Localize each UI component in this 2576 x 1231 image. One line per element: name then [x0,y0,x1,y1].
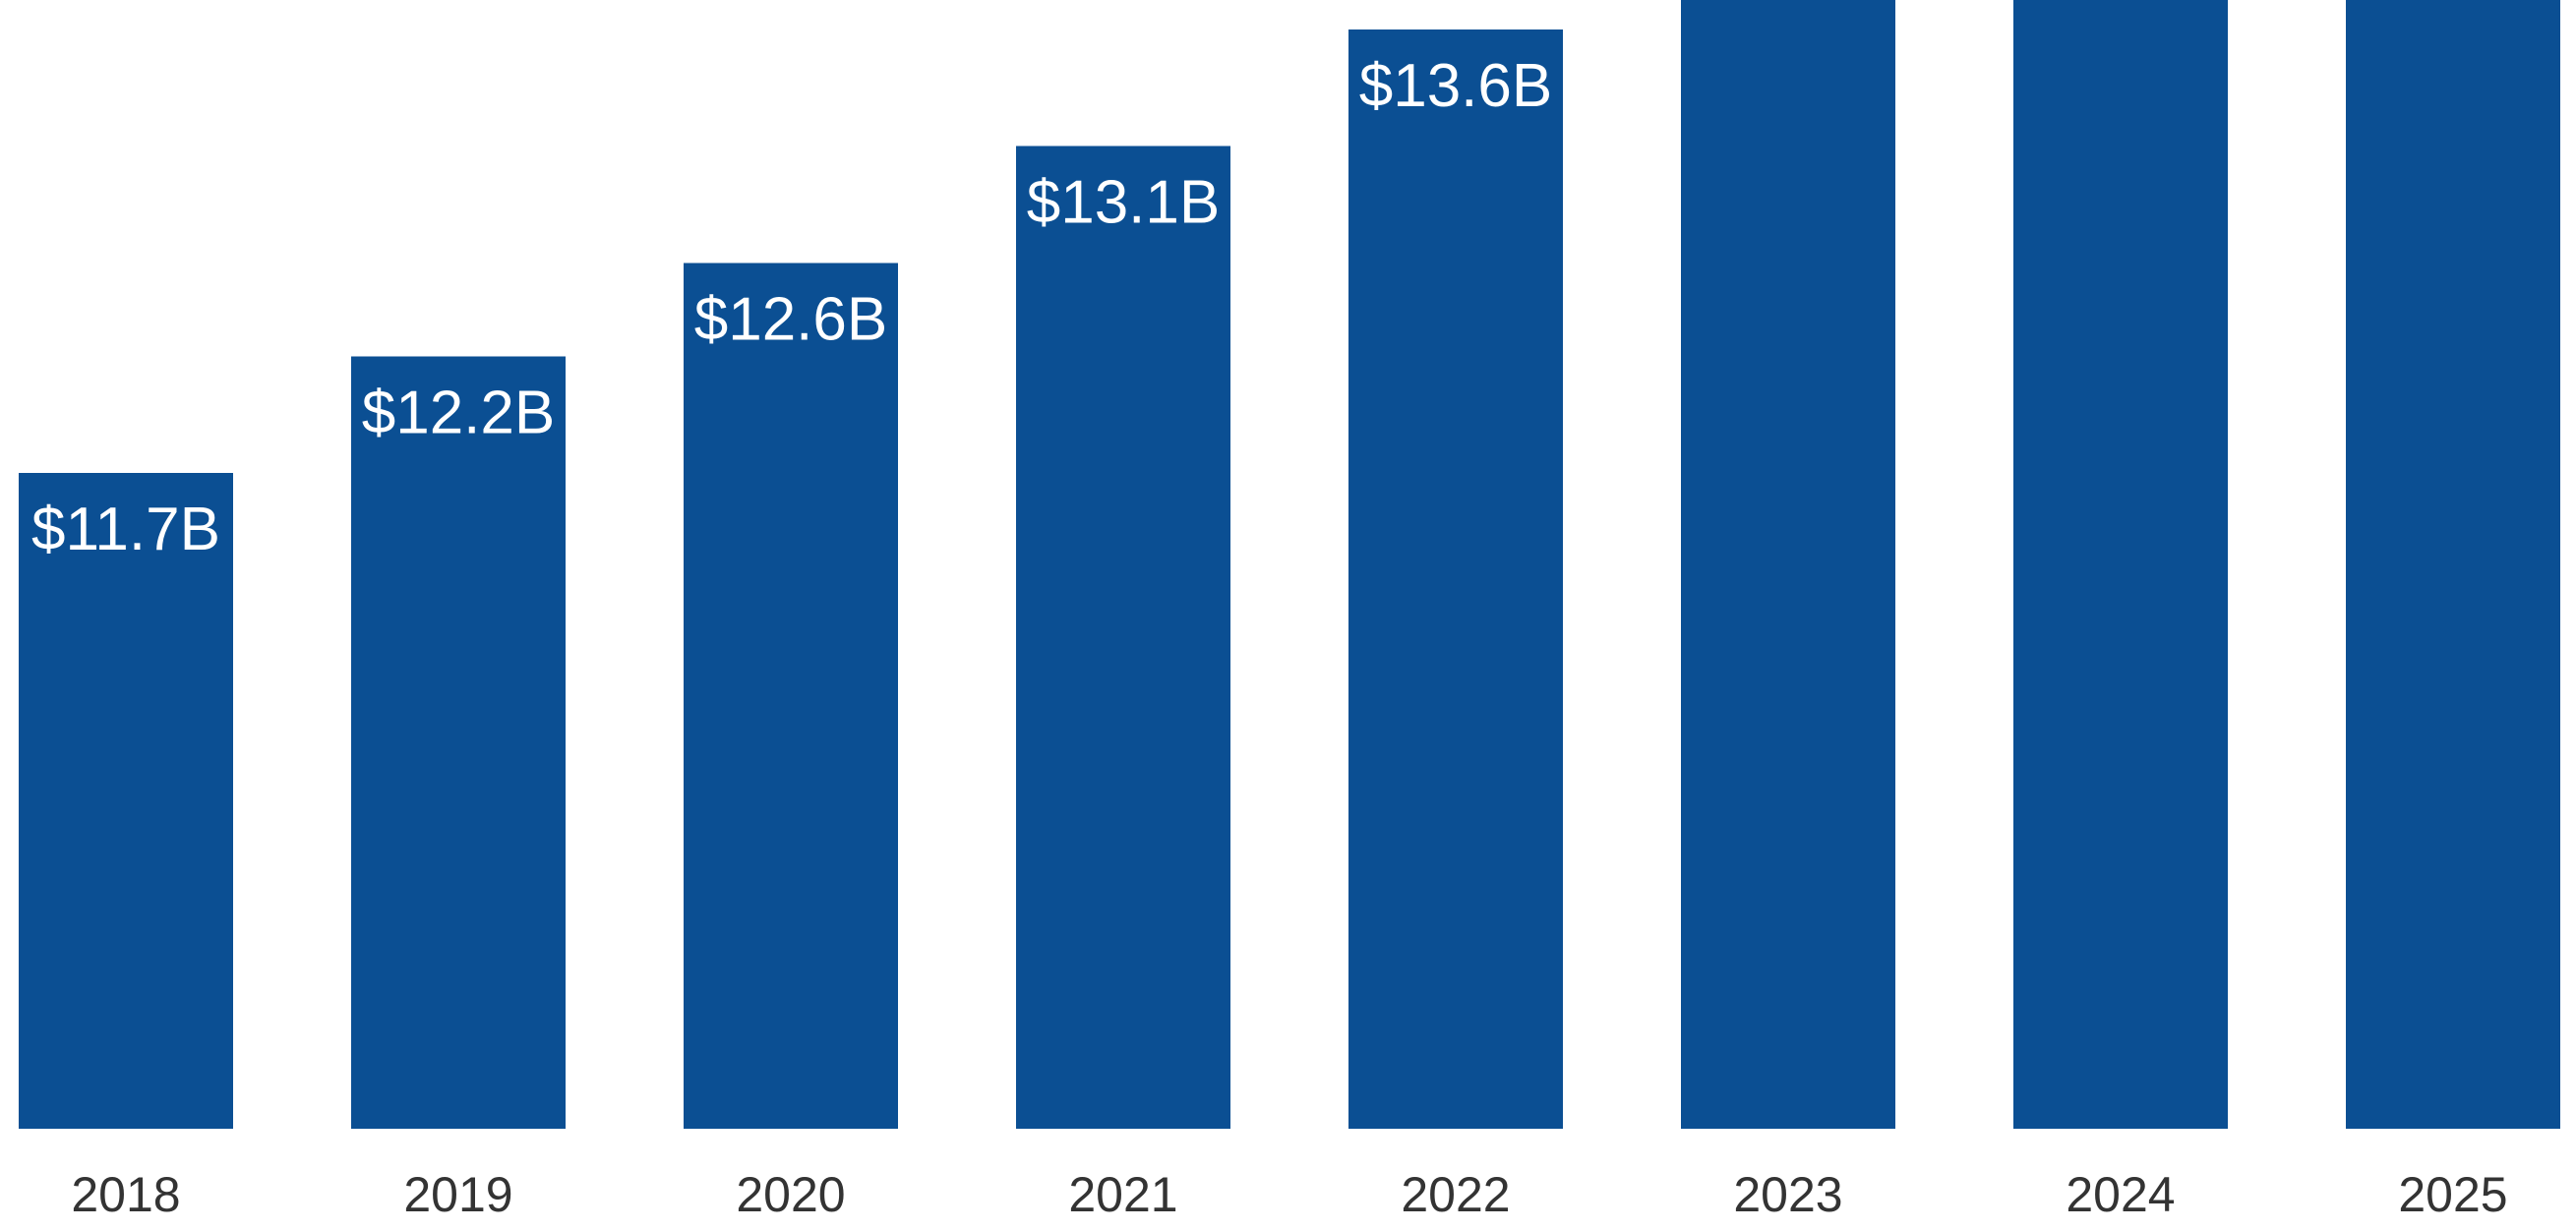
x-tick-label-2021: 2021 [1068,1167,1177,1222]
bar-2020 [684,263,898,1129]
data-labels-group: $11.7B$12.2B$12.6B$13.1B$13.6B$14.2B$14.… [31,52,1553,563]
bar-2018 [19,473,233,1129]
x-tick-label-2019: 2019 [403,1167,512,1222]
bar-2024 [2013,0,2228,1129]
data-label-2022: $13.6B [1359,52,1553,120]
data-label-2019: $12.2B [362,379,556,446]
bars-group [19,0,2560,1129]
x-tick-label-2018: 2018 [71,1167,180,1222]
bar-2021 [1016,146,1230,1129]
x-tick-label-2023: 2023 [1733,1167,1842,1222]
x-tick-label-2025: 2025 [2398,1167,2507,1222]
data-label-2020: $12.6B [694,285,888,353]
bar-2023 [1681,0,1895,1129]
x-tick-label-2022: 2022 [1401,1167,1510,1222]
bar-2022 [1348,29,1563,1129]
data-label-2021: $13.1B [1027,169,1221,237]
x-tick-label-2024: 2024 [2066,1167,2175,1222]
bar-2025 [2346,0,2560,1129]
x-tick-label-2020: 2020 [736,1167,845,1222]
bar-2019 [351,356,566,1129]
data-label-2018: $11.7B [31,496,220,563]
x-axis-tick-labels: 2018 2019 2020 2021 2022 2023 2024 2025 [71,1167,2507,1222]
